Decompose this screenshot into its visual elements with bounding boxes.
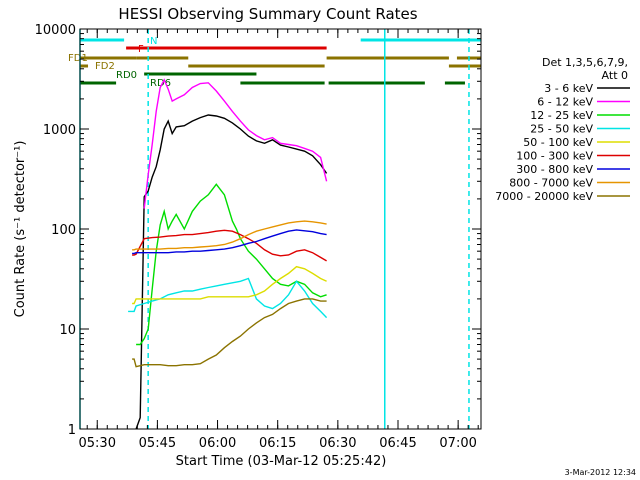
- x-tick-label: 05:30: [79, 436, 116, 451]
- y-tick-label: 10000: [35, 23, 76, 38]
- series-line: [143, 78, 328, 209]
- x-axis-label: Start Time (03-Mar-12 05:25:42): [176, 454, 387, 469]
- x-tick-label: 07:00: [439, 436, 476, 451]
- footer-date: 3-Mar-2012 12:34: [565, 468, 636, 477]
- series-line: [132, 298, 327, 368]
- flag-bar-label: N: [150, 36, 157, 47]
- y-axis-label: Count Rate (s⁻¹ detector⁻¹): [13, 141, 28, 318]
- legend-label: 6 - 12 keV: [537, 96, 593, 109]
- series-line: [132, 229, 327, 255]
- legend-label: 800 - 7000 keV: [509, 177, 593, 190]
- y-tick-label: 1: [68, 423, 76, 438]
- legend-header-line-2: Att 0: [602, 69, 628, 82]
- series-line: [128, 277, 328, 319]
- series-lines: [128, 78, 328, 430]
- x-axis: 05:30 05:45 06:00 06:15 06:30 06:45 07:00: [79, 29, 479, 451]
- legend-label: 25 - 50 keV: [530, 123, 593, 136]
- y-tick-label: 1000: [43, 123, 76, 138]
- vertical-markers: [79, 29, 470, 429]
- flag-bar-label: FD2: [95, 61, 115, 72]
- series-line: [132, 220, 327, 251]
- legend-label: 100 - 300 keV: [516, 150, 593, 163]
- x-tick-label: 06:30: [319, 436, 356, 451]
- chart-title: HESSI Observing Summary Count Rates: [118, 5, 417, 23]
- legend-label: 300 - 800 keV: [516, 163, 593, 176]
- legend-label: 12 - 25 keV: [530, 109, 593, 122]
- y-tick-label: 10: [59, 323, 76, 338]
- legend-label: 7000 - 20000 keV: [495, 190, 593, 203]
- flag-bar-label: RD0: [116, 70, 137, 81]
- y-tick-label: 100: [51, 223, 76, 238]
- y-axis: 1 10 100 1000 10000: [35, 23, 481, 438]
- x-tick-label: 05:45: [139, 436, 176, 451]
- legend-label: 50 - 100 keV: [523, 136, 593, 149]
- x-tick-label: 06:15: [259, 436, 296, 451]
- series-line: [132, 229, 327, 262]
- x-tick-label: 06:45: [379, 436, 416, 451]
- legend-header-line-1: Det 1,3,5,6,7,9,: [542, 56, 628, 69]
- legend-label: 3 - 6 keV: [544, 82, 593, 95]
- series-line: [132, 265, 327, 305]
- x-tick-label: 06:00: [199, 436, 236, 451]
- series-line: [136, 183, 327, 346]
- series-line: [135, 114, 328, 430]
- plot-frame: [79, 28, 482, 430]
- flag-bar-label: RD6: [150, 78, 171, 89]
- flag-bar-label: FD1: [68, 53, 88, 64]
- flag-bar-label: F: [138, 44, 144, 55]
